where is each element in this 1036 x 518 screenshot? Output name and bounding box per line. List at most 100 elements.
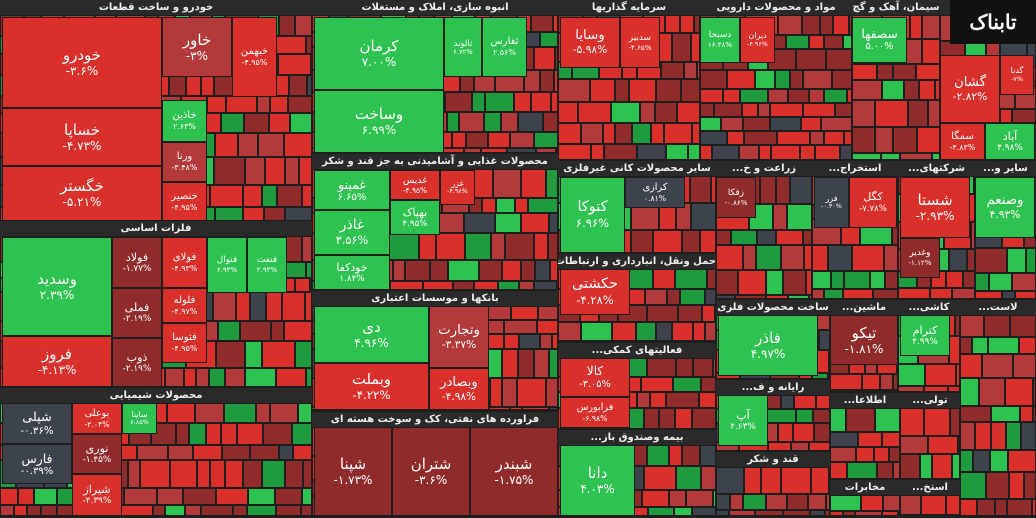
filler-cell (830, 511, 843, 516)
filler-cell (768, 442, 791, 451)
filler-cell (603, 123, 615, 144)
stock-symbol: فرابورس (576, 402, 614, 414)
filler-cell (716, 510, 729, 516)
filler-cell (852, 127, 875, 153)
filler-cell (515, 198, 528, 213)
filler-cell (700, 70, 727, 89)
filler-cell (507, 148, 536, 153)
filler-cell (651, 123, 664, 144)
filler-cell (828, 373, 830, 379)
filler-cell (302, 488, 312, 505)
filler-cell (197, 460, 210, 488)
filler-cell (672, 33, 691, 62)
filler-cell (831, 271, 844, 289)
filler-cell (210, 185, 243, 207)
filler-cell (898, 511, 900, 516)
stock-tile: خودکفا ۱.۸۴% (314, 255, 390, 290)
filler-cell (558, 79, 590, 102)
filler-cell (730, 494, 743, 510)
stock-tile: خساپا -۴.۷۳% (2, 108, 162, 166)
filler-cell (266, 292, 282, 321)
filler-cell (682, 230, 700, 253)
filler-cell (1024, 472, 1036, 499)
filler-cell (548, 233, 558, 260)
filler-cell (794, 395, 816, 409)
filler-cell (847, 462, 877, 479)
filler-cell (210, 460, 225, 488)
stock-change: -۱.۸۱% (844, 341, 884, 356)
stock-change: -۳.۰۵% (579, 378, 611, 390)
filler-cell (851, 390, 880, 392)
filler-cell (540, 70, 554, 92)
stock-tile: وسایا -۵.۹۸% (560, 17, 620, 68)
stock-tile: دسبحا ۱۶.۲۸% (700, 17, 740, 63)
filler-cell (186, 75, 201, 96)
filler-cell (697, 62, 700, 79)
filler-cell (875, 100, 908, 127)
filler-cell (771, 145, 800, 160)
filler-cell (699, 392, 716, 408)
filler-cell (825, 510, 830, 516)
filler-cell (810, 510, 825, 516)
filler-cell (247, 505, 276, 516)
filler-cell (521, 260, 535, 281)
stock-change: ۲.۳۹% (39, 288, 75, 303)
filler-cell (495, 213, 521, 233)
filler-cell (27, 505, 41, 516)
stock-symbol: گشان (953, 74, 987, 90)
sector-title: سرمایه گذاریها (558, 0, 700, 15)
stock-tile: وبملت -۴.۲۲% (314, 363, 429, 410)
sector-title: استخراج... (812, 161, 898, 176)
filler-cell (273, 36, 306, 54)
filler-cell (921, 515, 938, 517)
stock-tile: وصنعم ۴.۹۳% (975, 177, 1035, 238)
stock-change: -۲.۱۹% (122, 363, 152, 374)
filler-cell (790, 176, 812, 204)
filler-cell (1002, 291, 1015, 299)
filler-cell (518, 349, 534, 378)
stock-symbol: آباد (1002, 129, 1018, 143)
filler-cell (982, 354, 1013, 378)
filler-cell (196, 368, 209, 387)
filler-cell (727, 70, 755, 89)
filler-cell (263, 423, 292, 445)
filler-cell (773, 204, 787, 230)
stock-tile: سدبیر -۴.۶۵% (620, 17, 660, 68)
filler-cell (702, 305, 715, 322)
filler-cell (667, 289, 680, 305)
filler-cell (677, 102, 700, 123)
stock-symbol: غدیس (402, 174, 428, 186)
filler-cell (975, 248, 1007, 273)
filler-cell (742, 103, 758, 117)
stock-tile: غاذر ۳.۵۶% (314, 210, 390, 255)
filler-cell (877, 462, 893, 479)
filler-cell (151, 423, 176, 445)
filler-cell (808, 494, 826, 510)
filler-cell (824, 131, 844, 145)
stock-tile: آباد ۴.۹۸% (985, 123, 1035, 160)
filler-cell (170, 460, 197, 488)
filler-cell (615, 123, 632, 144)
filler-cell (952, 454, 960, 479)
filler-cell (946, 495, 960, 515)
sector-title: سیمان، آهک و گچ (852, 0, 940, 15)
filler-cell (275, 488, 302, 505)
filler-cell (279, 445, 293, 460)
filler-cell (157, 488, 183, 505)
filler-cell (904, 80, 919, 100)
filler-cell (310, 278, 312, 292)
filler-cell (758, 103, 770, 117)
stock-tile: خنصیر -۴.۹۵% (162, 182, 207, 221)
stock-symbol: وصنعم (986, 193, 1024, 209)
filler-cell (721, 117, 743, 131)
filler-cell (809, 89, 824, 103)
filler-cell (791, 442, 809, 451)
stock-change: ۴.۹۸% (997, 142, 1023, 153)
filler-cell (803, 103, 835, 117)
filler-cell (766, 270, 783, 295)
stock-change: -۳% (185, 48, 209, 63)
filler-cell (464, 213, 495, 233)
stock-symbol: ذوب (126, 350, 148, 364)
filler-cell (531, 15, 553, 32)
stock-change: ۴.۹۵% (402, 218, 428, 229)
